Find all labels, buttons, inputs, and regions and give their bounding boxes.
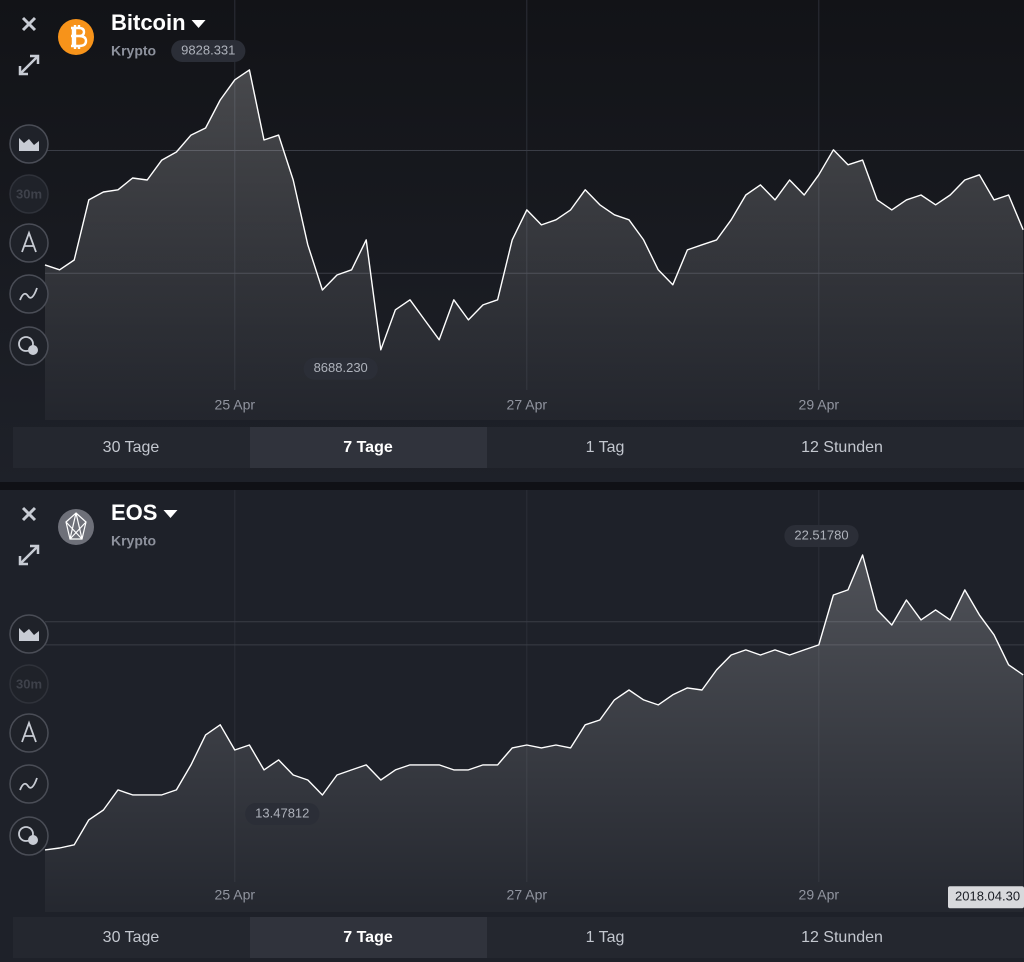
asset-category: Krypto <box>111 533 156 549</box>
area <box>45 69 1024 421</box>
timeframe-label: 30m <box>16 676 42 691</box>
range-tab[interactable] <box>487 917 724 958</box>
asset-title[interactable]: Bitcoin <box>111 10 186 35</box>
range-tab-label: 7 Tage <box>343 439 393 456</box>
tool-button[interactable] <box>9 223 49 263</box>
tool-button[interactable] <box>9 764 49 804</box>
tool-button[interactable] <box>9 174 49 214</box>
max-label-bg <box>171 39 246 62</box>
range-tab-label: 1 Tag <box>586 929 625 946</box>
asset-title[interactable]: EOS <box>111 500 157 525</box>
tool-icon <box>18 336 34 352</box>
tool-icon <box>18 826 34 842</box>
dropdown-arrow[interactable] <box>191 20 206 28</box>
range-tab[interactable] <box>487 427 724 468</box>
tool-icon <box>19 628 39 641</box>
min-label: 8688.230 <box>314 360 368 375</box>
tool-icon <box>28 345 38 355</box>
timeframe-label: 30m <box>16 186 42 201</box>
price-line <box>44 69 1024 351</box>
tool-icon <box>19 777 38 791</box>
max-label: 9828.331 <box>181 42 235 57</box>
tool-button[interactable] <box>9 274 49 314</box>
tool-icon <box>19 138 39 151</box>
range-tab-label: 12 Stunden <box>801 439 883 456</box>
tool-button[interactable] <box>9 713 49 753</box>
cursor-date: 2018.04.30 <box>955 889 1020 904</box>
tool-button[interactable] <box>9 664 49 704</box>
coin-symbol <box>65 512 87 540</box>
range-tab-label: 12 Stunden <box>801 929 883 946</box>
range-tab[interactable] <box>13 917 250 958</box>
coin-symbol <box>71 25 88 49</box>
max-label-bg <box>784 524 859 547</box>
range-tab[interactable] <box>250 427 487 468</box>
dropdown-arrow[interactable] <box>163 510 178 518</box>
range-tab[interactable] <box>724 427 1024 468</box>
tool-button[interactable] <box>9 816 49 856</box>
min-label: 13.47812 <box>255 805 309 820</box>
range-tab[interactable] <box>250 917 487 958</box>
expand-icon[interactable] <box>18 54 40 76</box>
coin-icon <box>58 509 94 545</box>
tool-icon <box>19 287 38 301</box>
min-label-bg <box>245 802 320 825</box>
close-icon[interactable] <box>21 16 37 32</box>
min-label-bg <box>303 357 378 380</box>
range-tab-label: 30 Tage <box>103 929 160 946</box>
expand-icon[interactable] <box>18 544 40 566</box>
divider <box>0 482 1024 490</box>
tool-button[interactable] <box>9 326 49 366</box>
range-tab[interactable] <box>724 917 1024 958</box>
close-icon[interactable] <box>21 506 37 522</box>
range-tab-label: 1 Tag <box>586 439 625 456</box>
tool-icon <box>28 835 38 845</box>
tool-icon <box>21 720 37 743</box>
tool-icon <box>21 230 37 253</box>
price-line <box>44 554 1024 851</box>
range-tab[interactable] <box>13 427 250 468</box>
range-tab-label: 30 Tage <box>103 439 160 456</box>
cursor-date-bg <box>948 886 1024 909</box>
range-tab-label: 7 Tage <box>343 929 393 946</box>
max-label: 22.51780 <box>794 527 848 542</box>
asset-category: Krypto <box>111 43 156 59</box>
